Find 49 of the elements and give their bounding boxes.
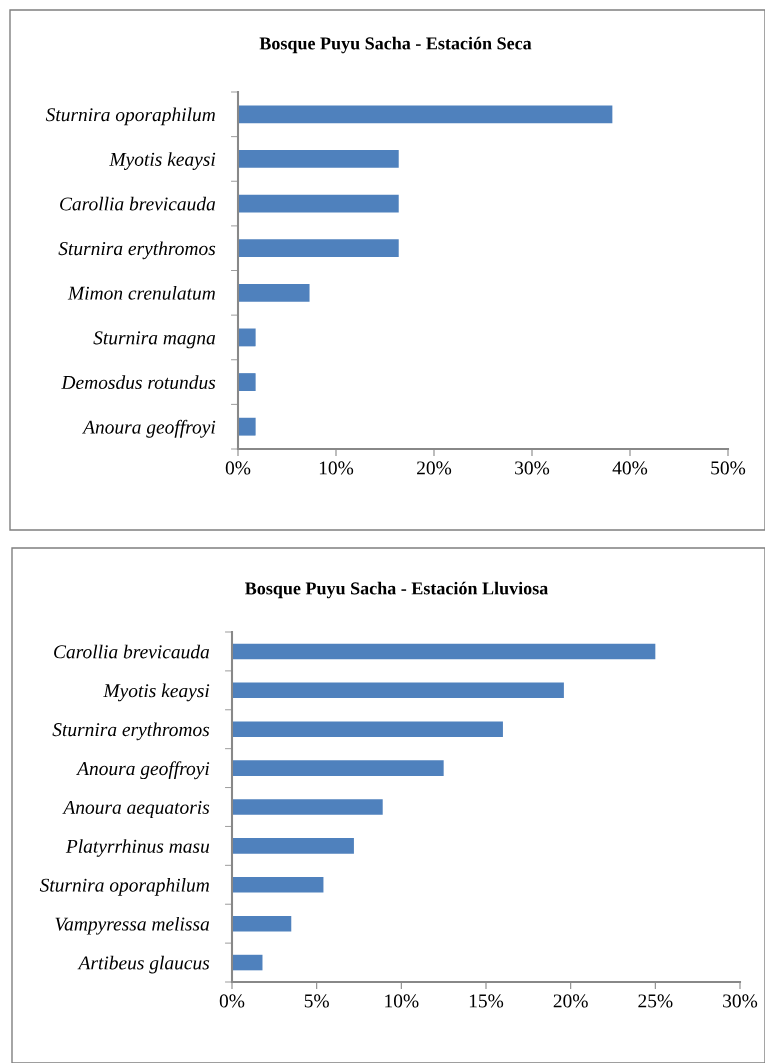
x-tick-label: 30% — [723, 994, 758, 1008]
bar — [232, 760, 444, 776]
y-tick-label: Mimon crenulatum — [67, 286, 215, 300]
bar — [232, 799, 383, 815]
bar — [238, 150, 399, 168]
y-tick-label: Carollia brevicauda — [60, 196, 216, 211]
y-tick-label: Myotis keaysi — [103, 683, 210, 702]
bar — [238, 239, 399, 258]
y-tick-label: Sturnira erythromos — [58, 241, 216, 260]
y-tick-label: Anoura geoffroyi — [76, 761, 210, 780]
y-tick-label: Demosdus rotundus — [61, 375, 216, 390]
bar — [238, 194, 399, 213]
bar — [232, 915, 292, 932]
x-tick-label: 10% — [385, 994, 419, 1008]
y-tick-label: Vampyressa melissa — [55, 916, 210, 935]
x-tick-label: 0% — [219, 994, 245, 1008]
bar — [232, 721, 503, 737]
y-tick-label: Sturnira oporaphilum — [45, 107, 215, 126]
bar — [238, 105, 613, 124]
y-tick-label: Artibeus glaucus — [77, 955, 210, 974]
x-tick-label: 30% — [515, 461, 550, 475]
bar — [238, 328, 256, 347]
x-tick-label: 0% — [225, 461, 251, 475]
y-tick-label: Anoura aequatoris — [62, 800, 210, 818]
y-tick-label: Anoura geoffroyi — [82, 419, 216, 438]
y-tick-label: Carollia brevicauda — [54, 644, 210, 659]
x-tick-label: 5% — [304, 994, 329, 1008]
x-tick-label: 25% — [638, 994, 673, 1008]
bar — [232, 954, 263, 971]
chart-title: Bosque Puyu Sacha - Estación Lluviosa — [245, 581, 548, 599]
x-tick-label: 15% — [469, 994, 504, 1008]
x-tick-label: 10% — [319, 461, 354, 475]
bar — [232, 877, 324, 893]
y-tick-label: Sturnira oporaphilum — [39, 878, 209, 896]
x-tick-label: 20% — [553, 994, 588, 1008]
bar — [232, 838, 354, 854]
y-tick-label: Myotis keaysi — [109, 152, 216, 170]
bar — [238, 283, 310, 302]
bar — [232, 643, 656, 660]
x-tick-label: 40% — [612, 461, 648, 475]
y-tick-label: Sturnira erythromos — [52, 722, 210, 741]
bar — [238, 417, 256, 436]
y-tick-label: Sturnira magna — [93, 331, 216, 349]
bar — [238, 373, 256, 391]
chart-title: Bosque Puyu Sacha - Estación Seca — [259, 36, 532, 54]
x-tick-label: 50% — [711, 461, 746, 475]
bar — [232, 682, 564, 699]
y-tick-label: Platyrrhinus masu — [65, 839, 210, 857]
x-tick-label: 20% — [417, 461, 452, 475]
